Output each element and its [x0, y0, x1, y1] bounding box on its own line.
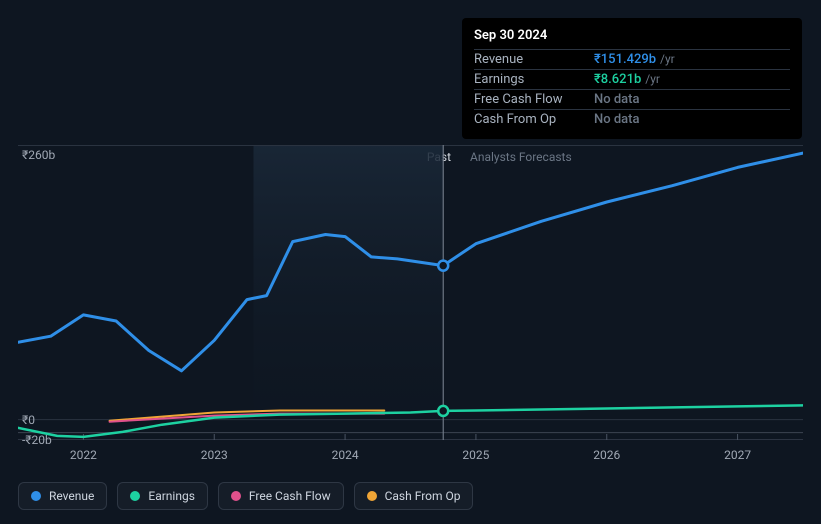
legend-item-revenue[interactable]: Revenue — [18, 482, 107, 510]
chart-tooltip: Sep 30 2024 Revenue ₹151.429b /yr Earnin… — [462, 18, 802, 139]
legend-dot-icon — [367, 491, 377, 501]
legend-dot-icon — [130, 491, 140, 501]
legend-label: Cash From Op — [385, 489, 461, 503]
y-axis-label: ₹0 — [22, 413, 35, 427]
financial-chart: Sep 30 2024 Revenue ₹151.429b /yr Earnin… — [0, 0, 821, 524]
tooltip-row-fcf: Free Cash Flow No data — [474, 89, 790, 109]
chart-legend: Revenue Earnings Free Cash Flow Cash Fro… — [18, 482, 473, 510]
tooltip-value: No data — [594, 92, 640, 107]
legend-label: Free Cash Flow — [249, 489, 331, 503]
tooltip-unit: /yr — [660, 52, 675, 67]
tooltip-label: Free Cash Flow — [474, 92, 594, 107]
y-axis-label: -₹20b — [22, 433, 52, 447]
tooltip-label: Earnings — [474, 72, 594, 87]
tooltip-label: Revenue — [474, 52, 594, 67]
tooltip-row-earnings: Earnings ₹8.621b /yr — [474, 69, 790, 89]
tooltip-value: ₹8.621b — [594, 72, 641, 87]
tooltip-label: Cash From Op — [474, 112, 594, 127]
legend-dot-icon — [231, 491, 241, 501]
chart-plot[interactable] — [18, 145, 803, 440]
legend-item-earnings[interactable]: Earnings — [117, 482, 208, 510]
legend-label: Revenue — [49, 489, 94, 503]
legend-label: Earnings — [148, 489, 195, 503]
x-axis-label: 2025 — [462, 448, 489, 462]
tooltip-value: ₹151.429b — [594, 52, 656, 67]
legend-item-cfo[interactable]: Cash From Op — [354, 482, 474, 510]
tooltip-row-revenue: Revenue ₹151.429b /yr — [474, 49, 790, 69]
tooltip-unit: /yr — [645, 72, 660, 87]
x-axis-label: 2022 — [70, 448, 97, 462]
x-axis-label: 2026 — [593, 448, 620, 462]
legend-dot-icon — [31, 491, 41, 501]
tooltip-row-cfo: Cash From Op No data — [474, 109, 790, 129]
x-axis-label: 2023 — [201, 448, 228, 462]
x-axis-label: 2027 — [724, 448, 751, 462]
x-axis-label: 2024 — [332, 448, 359, 462]
tooltip-date: Sep 30 2024 — [474, 28, 790, 43]
legend-item-fcf[interactable]: Free Cash Flow — [218, 482, 344, 510]
tooltip-value: No data — [594, 112, 640, 127]
y-axis-label: ₹260b — [22, 148, 55, 162]
